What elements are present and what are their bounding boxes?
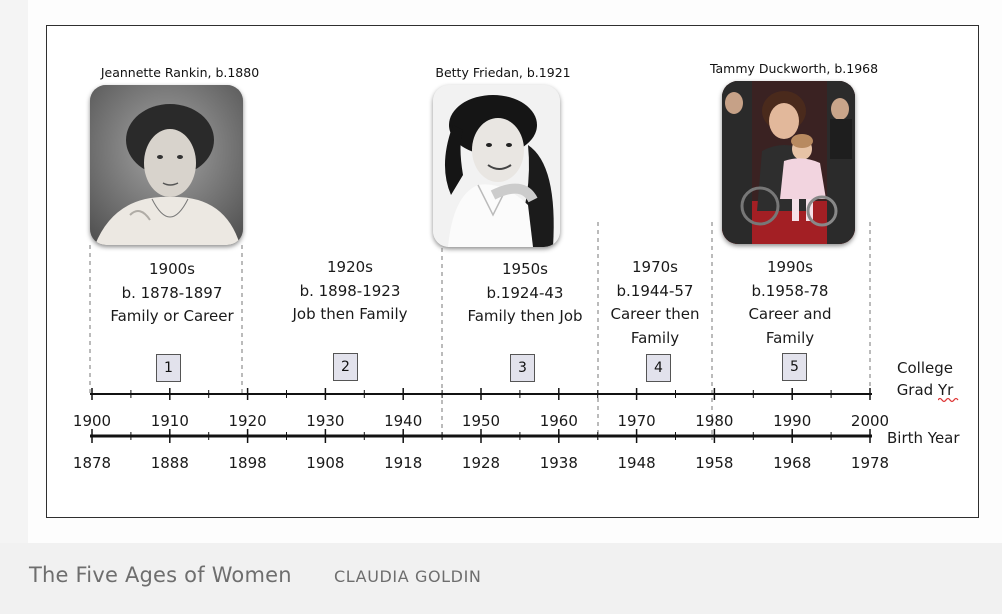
birth-year-axis-label: Birth Year (887, 429, 960, 447)
era-5-number-box: 5 (782, 353, 807, 381)
portrait-photo-friedan (433, 85, 560, 247)
spellcheck-underline (938, 397, 959, 403)
portrait-photo-duckworth (722, 81, 855, 244)
portrait-photo-rankin (90, 85, 243, 245)
era-2-birth-range: b. 1898-1923 (299, 281, 401, 300)
era-1-pattern: Family or Career (110, 307, 234, 325)
era-5-pattern-line2: Family (765, 328, 815, 347)
birth-tick-label: 1958 (695, 454, 733, 472)
birth-tick-label: 1898 (229, 454, 267, 472)
college-axis-label-line1: College (897, 359, 953, 377)
era-4-description: 1970s b.1944-57 Career then Family (600, 256, 710, 350)
college-tick-label: 1990 (773, 412, 811, 430)
birth-tick-label: 1918 (384, 454, 422, 472)
person-name-duckworth: Tammy Duckworth, b.1968 (709, 61, 879, 76)
college-tick-label: 1930 (306, 412, 344, 430)
era-5-pattern-line1: Career and (748, 305, 832, 323)
era-5-birth-range: b.1958-78 (751, 281, 829, 300)
era-1-decade: 1900s (149, 260, 195, 278)
college-tick-label: 1980 (695, 412, 733, 430)
college-tick-label: 1900 (73, 412, 111, 430)
college-tick-label: 1950 (462, 412, 500, 430)
birth-tick-label: 1938 (540, 454, 578, 472)
college-grad-axis-label: College Grad Yr (880, 357, 970, 401)
birth-tick-label: 1908 (306, 454, 344, 472)
era-4-number-box: 4 (646, 354, 671, 382)
era-2-decade: 1920s (327, 258, 373, 276)
birth-tick-label: 1978 (851, 454, 889, 472)
college-tick-label: 1940 (384, 412, 422, 430)
era-3-description: 1950s b.1924-43 Family then Job (455, 258, 595, 329)
era-5-description: 1990s b.1958-78 Career and Family (735, 256, 845, 350)
birth-tick-label: 1948 (618, 454, 656, 472)
era-3-number-box: 3 (510, 354, 535, 382)
era-5-decade: 1990s (767, 258, 813, 276)
birth-tick-label: 1878 (73, 454, 111, 472)
era-4-birth-range: b.1944-57 (616, 281, 694, 300)
caption-credit: CLAUDIA GOLDIN (334, 567, 482, 586)
college-tick-label: 1960 (540, 412, 578, 430)
era-3-birth-range: b.1924-43 (486, 283, 564, 302)
person-name-rankin: Jeannette Rankin, b.1880 (100, 65, 260, 80)
birth-tick-label: 1888 (151, 454, 189, 472)
era-4-pattern-line1: Career then (610, 305, 700, 323)
era-1-birth-range: b. 1878-1897 (121, 283, 223, 302)
era-2-number-box: 2 (333, 353, 358, 381)
college-tick-label: 1910 (151, 412, 189, 430)
era-1-description: 1900s b. 1878-1897 Family or Career (102, 258, 242, 329)
caption-bar (0, 543, 1002, 614)
person-name-friedan: Betty Friedan, b.1921 (435, 65, 571, 80)
birth-tick-label: 1968 (773, 454, 811, 472)
era-3-pattern: Family then Job (467, 307, 583, 325)
era-3-decade: 1950s (502, 260, 548, 278)
era-2-description: 1920s b. 1898-1923 Job then Family (275, 256, 425, 327)
college-tick-label: 1970 (618, 412, 656, 430)
era-4-decade: 1970s (632, 258, 678, 276)
caption-title: The Five Ages of Women (29, 563, 292, 587)
college-axis-label-line2: Grad Yr (896, 381, 954, 399)
era-1-number-box: 1 (156, 354, 181, 382)
college-tick-label: 2000 (851, 412, 889, 430)
birth-tick-label: 1928 (462, 454, 500, 472)
era-4-pattern-line2: Family (630, 328, 680, 347)
era-2-pattern: Job then Family (292, 305, 408, 323)
college-tick-label: 1920 (229, 412, 267, 430)
